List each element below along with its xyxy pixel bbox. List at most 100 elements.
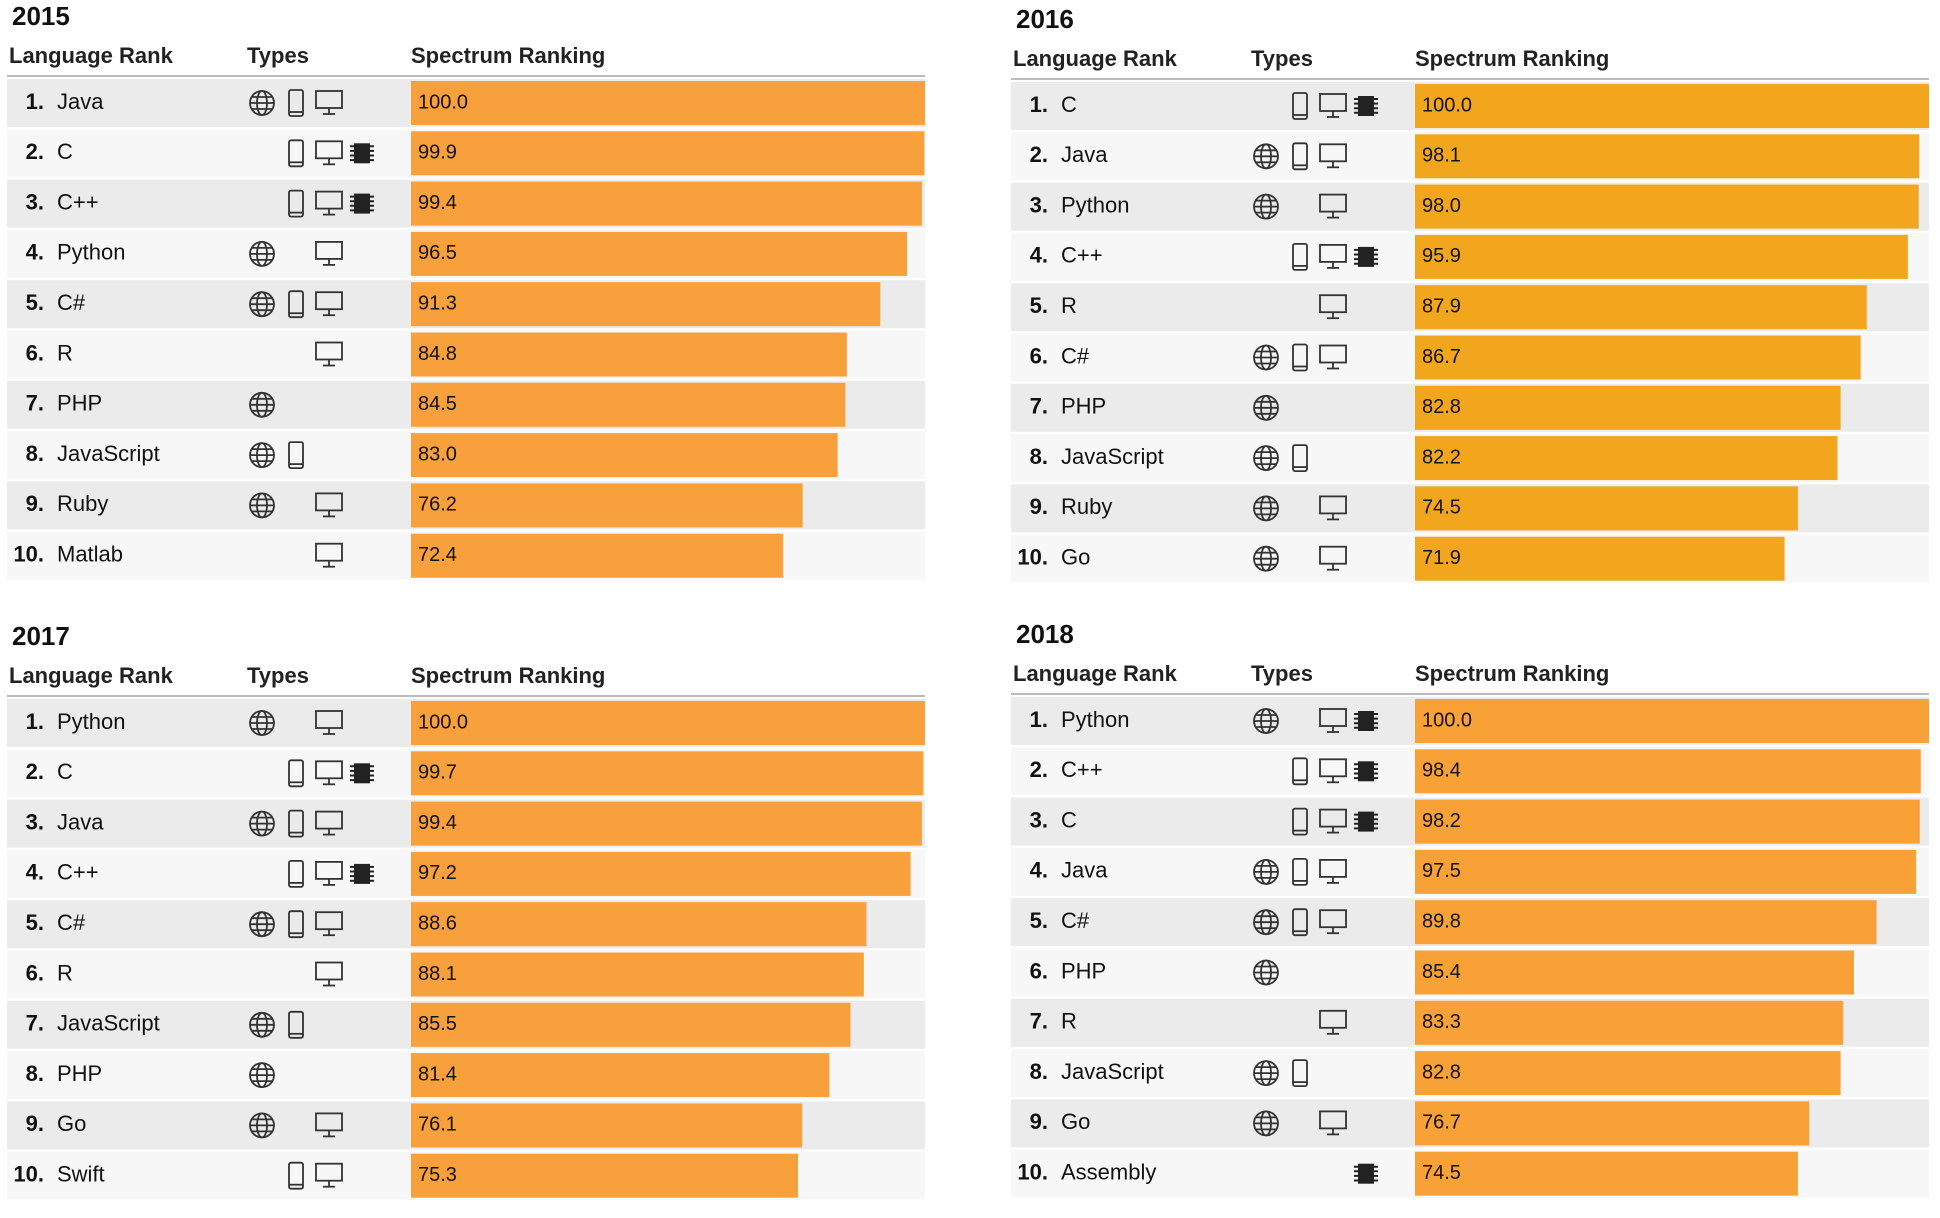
value-label: 96.5 — [418, 242, 457, 264]
bar — [1415, 436, 1838, 481]
mobile-icon — [1292, 858, 1308, 886]
embedded-icon — [350, 763, 374, 784]
mobile-icon — [288, 1010, 304, 1039]
rank-number: 9. — [26, 1111, 44, 1136]
desktop-icon — [315, 341, 343, 367]
ranking-row: 1. Python 100.0 — [1011, 697, 1929, 745]
column-header: Types — [247, 663, 309, 688]
ranking-row: 3. Java 99.4 — [7, 799, 925, 848]
column-header: Types — [247, 43, 309, 68]
embedded-icon — [350, 863, 374, 884]
ranking-row: 2. C 99.7 — [7, 749, 925, 798]
phone-outline — [288, 1161, 304, 1190]
desktop-icon — [1319, 294, 1347, 320]
language-name: Assembly — [1061, 1160, 1156, 1185]
panel-title: 2016 — [1016, 4, 1074, 34]
mobile-icon — [1292, 242, 1308, 271]
bar — [1415, 385, 1841, 430]
value-label: 72.4 — [418, 544, 457, 566]
web-icon — [1253, 909, 1279, 936]
mobile-icon — [288, 89, 304, 117]
value-label: 74.5 — [1422, 497, 1461, 519]
web-icon — [1253, 708, 1279, 734]
value-label: 84.8 — [418, 343, 457, 365]
desktop-icon — [315, 291, 343, 317]
phone-outline — [1292, 242, 1308, 271]
value-label: 85.5 — [418, 1013, 457, 1035]
desktop-icon — [315, 190, 343, 216]
language-name: R — [1061, 293, 1077, 318]
language-name: Go — [1061, 545, 1090, 570]
rank-number: 8. — [1030, 444, 1048, 469]
desktop-icon — [1319, 758, 1347, 784]
ranking-row: 2. C 99.9 — [7, 129, 925, 178]
desktop-icon — [315, 542, 343, 568]
language-name: JavaScript — [1061, 1059, 1164, 1084]
language-name: C++ — [1061, 243, 1103, 268]
bar — [1415, 699, 1929, 743]
language-name: C++ — [57, 189, 99, 214]
web-icon — [1253, 394, 1279, 421]
desktop-icon — [1319, 143, 1347, 169]
desktop-icon — [1319, 708, 1347, 733]
ranking-panel: 2016 Language Rank Types Spectrum Ranking 1.… — [1011, 4, 1929, 583]
chip-body — [1358, 246, 1374, 267]
ranking-row: 5. C# 89.8 — [1011, 898, 1929, 947]
ranking-row: 1. C 100.0 — [1011, 82, 1929, 130]
bar — [1415, 1101, 1810, 1146]
rank-number: 5. — [26, 290, 44, 315]
ranking-row: 3. Python 98.0 — [1011, 182, 1929, 231]
desktop-icon — [1319, 1009, 1347, 1035]
phone-outline — [288, 441, 304, 470]
web-icon — [249, 1062, 275, 1088]
language-name: C# — [57, 290, 86, 315]
language-name: PHP — [1061, 958, 1106, 983]
panel-title: 2017 — [12, 621, 70, 651]
panel-title: 2015 — [12, 1, 70, 31]
bar — [411, 801, 922, 846]
bar — [411, 181, 922, 226]
language-name: Python — [1061, 707, 1130, 732]
rank-number: 7. — [1030, 394, 1048, 419]
ranking-panel: 2018 Language Rank Types Spectrum Ranking 1.… — [1011, 619, 1929, 1198]
ranking-row: 4. C++ 97.2 — [7, 849, 925, 898]
bar — [411, 483, 803, 528]
value-label: 91.3 — [418, 292, 457, 314]
web-icon — [249, 1112, 275, 1139]
value-label: 85.4 — [1422, 961, 1461, 983]
bar — [411, 131, 925, 176]
chip-body — [1358, 711, 1374, 731]
ranking-row: 10. Matlab 72.4 — [7, 531, 925, 580]
mobile-icon — [288, 759, 304, 788]
desktop-icon — [1319, 859, 1347, 884]
language-name: Go — [57, 1111, 86, 1136]
bar — [1415, 1151, 1798, 1196]
desktop-icon — [1319, 344, 1347, 370]
ranking-row: 5. C# 88.6 — [7, 900, 925, 949]
value-label: 98.1 — [1422, 145, 1461, 167]
language-name: C — [1061, 92, 1077, 117]
web-icon — [1253, 959, 1279, 986]
ranking-row: 6. PHP 85.4 — [1011, 948, 1929, 997]
column-header: Spectrum Ranking — [411, 663, 605, 688]
language-name: Ruby — [57, 491, 108, 516]
language-name: JavaScript — [57, 441, 160, 466]
desktop-icon — [315, 710, 343, 735]
mobile-icon — [1292, 92, 1308, 120]
ranking-row: 3. C 98.2 — [1011, 797, 1929, 846]
mobile-icon — [1292, 343, 1308, 372]
bar — [411, 701, 925, 745]
language-name: C# — [57, 910, 86, 935]
rank-number: 1. — [1030, 707, 1048, 732]
value-label: 83.0 — [418, 443, 457, 465]
web-icon — [249, 442, 275, 469]
rank-number: 3. — [1030, 192, 1048, 217]
column-header: Language Rank — [1013, 46, 1178, 71]
bar — [1415, 84, 1929, 128]
bar — [411, 851, 911, 896]
ranking-row: 10. Assembly 74.5 — [1011, 1149, 1929, 1198]
mobile-icon — [1292, 807, 1308, 836]
embedded-icon — [1354, 1163, 1378, 1184]
ranking-row: 4. C++ 95.9 — [1011, 232, 1929, 281]
ranking-row: 4. Java 97.5 — [1011, 847, 1929, 896]
